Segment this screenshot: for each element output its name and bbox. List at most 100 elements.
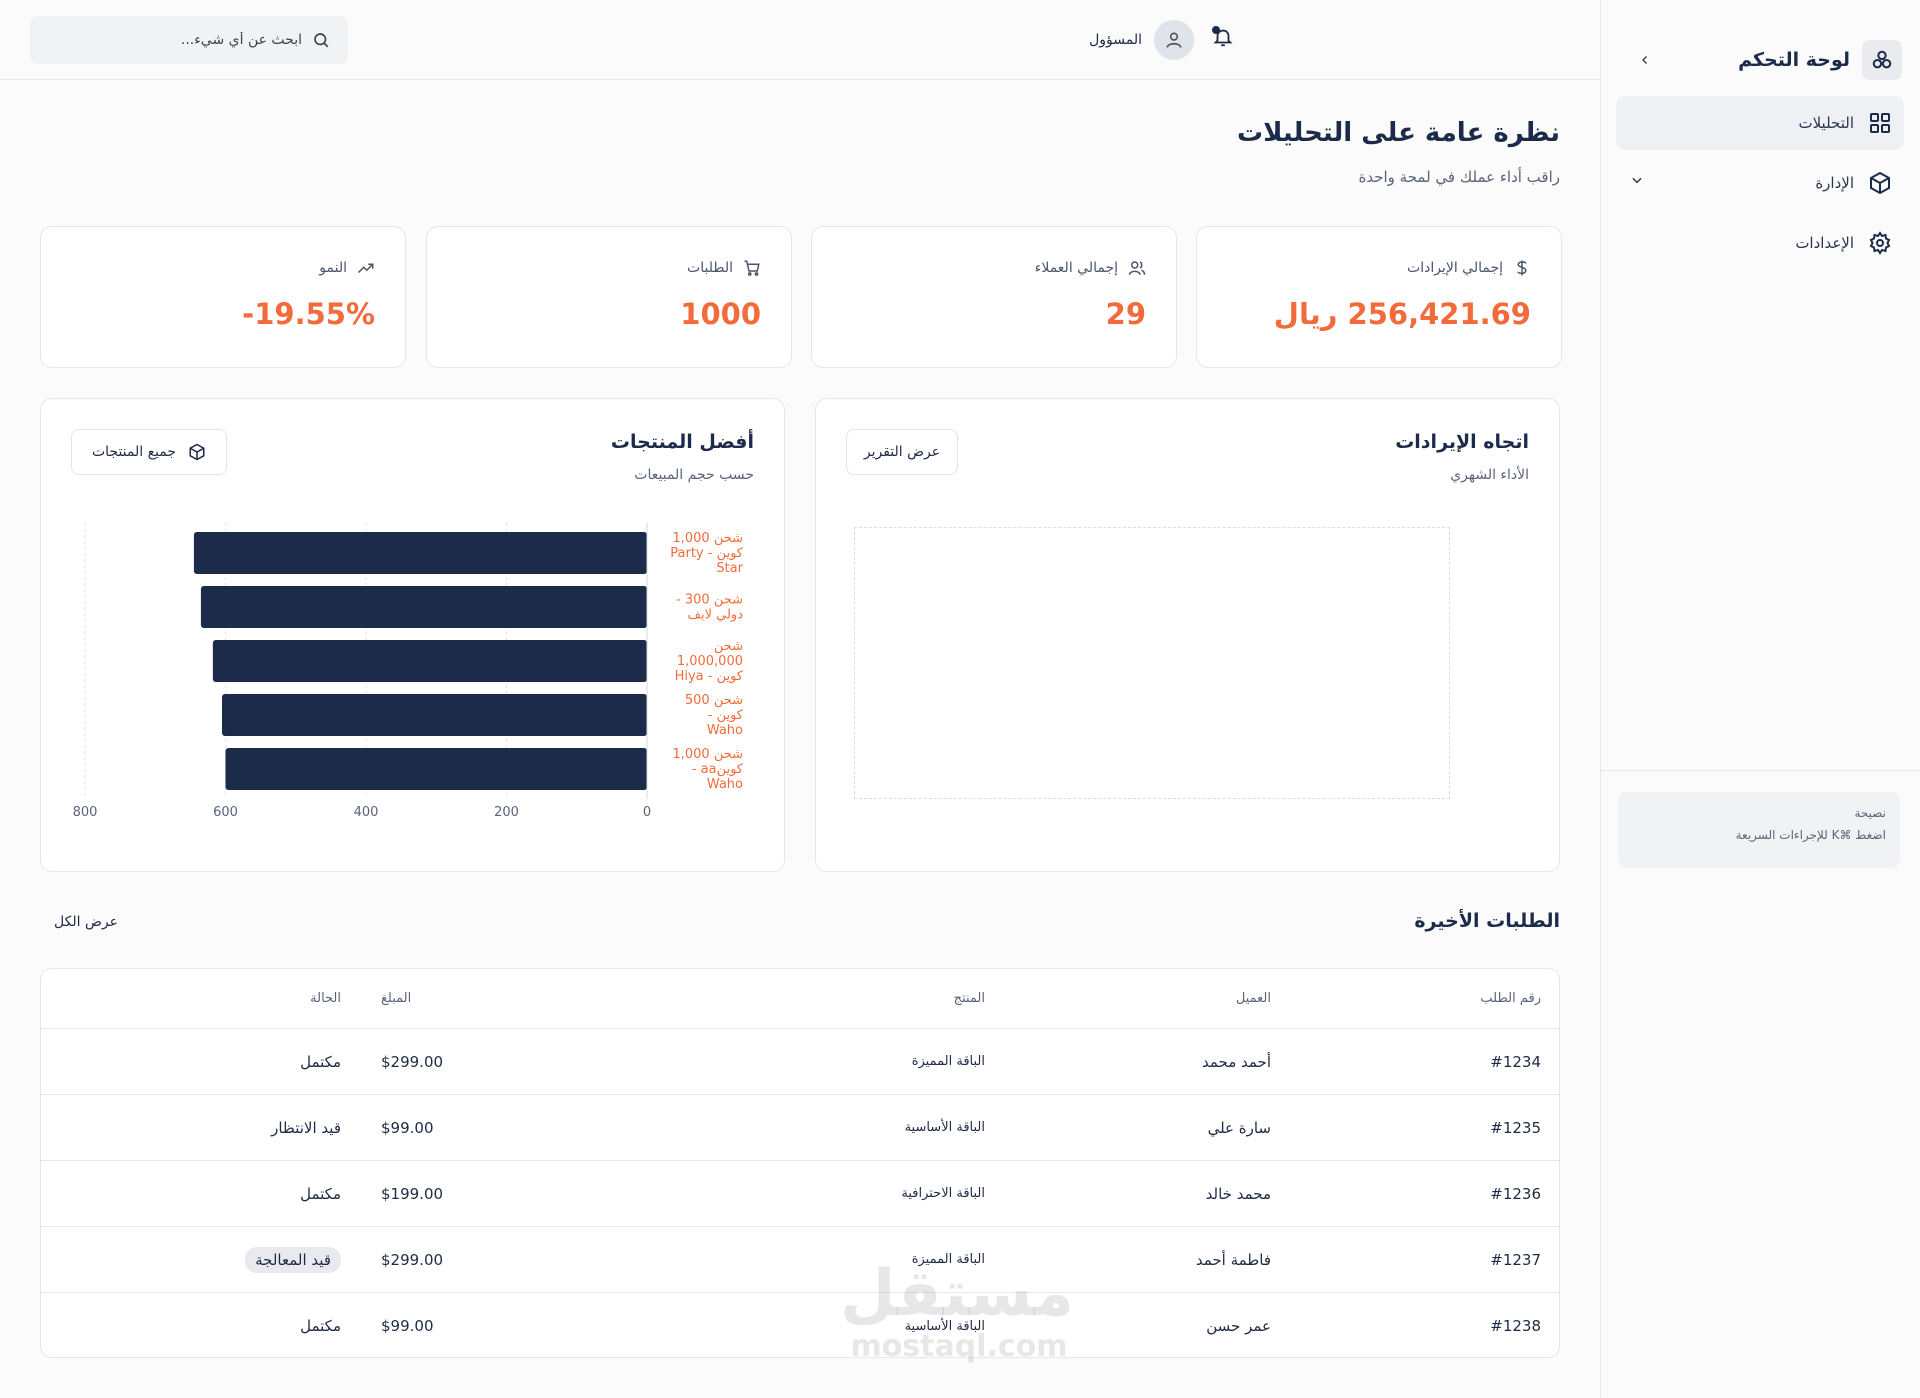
kpi-header: إجمالي العملاء <box>1035 259 1146 277</box>
order-id: #1236 <box>1490 1184 1541 1203</box>
kpi-card-growth: النمو -19.55% <box>40 226 406 368</box>
notifications-button[interactable] <box>1208 26 1234 52</box>
box-icon <box>189 443 205 461</box>
card-title: أفضل المنتجات <box>610 431 754 453</box>
category-label: شحن 1,000 كوين - Party Star <box>670 531 744 576</box>
kpi-label: النمو <box>319 260 347 276</box>
order-status: مكتمل <box>300 1293 341 1357</box>
search-box[interactable] <box>30 16 348 64</box>
bar[interactable] <box>200 586 647 628</box>
kpi-value: 29 <box>1105 297 1146 331</box>
recent-orders-title: الطلبات الأخيرة <box>1414 910 1560 932</box>
status-badge: قيد المعالجة <box>245 1246 341 1273</box>
product-name: الباقة الأساسية <box>904 1318 985 1334</box>
table-row[interactable]: #1235 سارة علي الباقة الأساسية $99.00 قيد ال… <box>41 1095 1559 1161</box>
sidebar-item-settings[interactable]: الإعدادات <box>1616 216 1904 270</box>
grid-icon <box>1870 113 1890 133</box>
order-status: مكتمل <box>300 1029 341 1094</box>
customer-name: أحمد محمد <box>1201 1052 1271 1071</box>
sidebar-item-label: الإعدادات <box>1795 234 1854 252</box>
notification-dot <box>1212 26 1220 34</box>
tip-title: نصيحة <box>1854 806 1886 820</box>
all-products-button[interactable]: جميع المنتجات <box>71 429 227 475</box>
revenue-trend-card: اتجاه الإيرادات الأداء الشهري عرض التقري… <box>815 398 1560 872</box>
cart-icon <box>744 260 760 276</box>
brand-title: لوحة التحكم <box>1738 49 1850 71</box>
sidebar-item-management[interactable]: الإدارة <box>1616 156 1904 210</box>
category-label: شحن 1,000 كوينaa -Waho <box>672 747 743 792</box>
order-amount: $99.00 <box>381 1118 434 1137</box>
users-icon <box>1128 261 1146 275</box>
order-id: #1234 <box>1490 1052 1541 1071</box>
user-menu[interactable]: المسؤول <box>1089 20 1194 60</box>
watermark-logo: مستقل mostaql.com <box>839 1257 1074 1370</box>
card-subtitle: الأداء الشهري <box>1450 467 1529 483</box>
orders-table: رقم الطلب العميل المنتج المبلغ الحالة #1… <box>40 968 1560 1358</box>
kpi-header: إجمالي الإيرادات <box>1407 259 1531 277</box>
table-row[interactable]: #1237 فاطمة أحمد الباقة المميزة $299.00 قيد … <box>41 1227 1559 1293</box>
table-row[interactable]: #1234 أحمد محمد الباقة المميزة $299.00 مكتمل <box>41 1029 1559 1095</box>
view-all-link[interactable]: عرض الكل <box>54 914 118 930</box>
page-title: نظرة عامة على التحليلات <box>1237 118 1560 148</box>
tip-box: نصيحة اضغط ⌘K للإجراءات السريعة <box>1618 792 1900 868</box>
order-amount: $299.00 <box>381 1250 444 1269</box>
status-text: مكتمل <box>300 1317 341 1335</box>
sidebar-item-label: التحليلات <box>1798 114 1854 132</box>
bar[interactable] <box>221 694 648 736</box>
sidebar-item-analytics[interactable]: التحليلات <box>1616 96 1904 150</box>
search-icon <box>314 33 329 48</box>
order-amount: $199.00 <box>381 1184 444 1203</box>
x-tick-label: 600 <box>213 805 238 820</box>
search-input[interactable] <box>82 32 302 48</box>
table-row[interactable]: #1238 عمر حسن الباقة الأساسية $99.00 مكتمل <box>41 1293 1559 1357</box>
kpi-card-customers: إجمالي العملاء 29 <box>811 226 1177 368</box>
kpi-header: النمو <box>319 259 375 277</box>
x-tick-label: 800 <box>73 805 98 820</box>
kpi-value: 256,421.69 ريال <box>1273 297 1531 331</box>
card-title: اتجاه الإيرادات <box>1395 431 1529 453</box>
view-report-button[interactable]: عرض التقرير <box>846 429 958 475</box>
sidebar-divider <box>1600 770 1920 771</box>
customer-name: فاطمة أحمد <box>1195 1250 1271 1269</box>
bar[interactable] <box>193 532 647 574</box>
top-products-bar-chart: 0 200 400 600 800 شحن 1,000 كوين - Party Star شح… <box>73 523 744 820</box>
bar[interactable] <box>212 640 648 682</box>
status-text: قيد الانتظار <box>271 1118 341 1137</box>
top-products-card: أفضل المنتجات حسب حجم المبيعات جميع المن… <box>40 398 785 872</box>
column-header-customer: العميل <box>1235 991 1271 1006</box>
category-label: شحن 300 -دولي لايف <box>676 593 743 623</box>
order-id: #1235 <box>1490 1118 1541 1137</box>
order-status: قيد الانتظار <box>271 1095 341 1160</box>
sidebar-nav: التحليلات الإدارة الإعدادات <box>1616 96 1904 276</box>
user-name: المسؤول <box>1089 32 1142 48</box>
brand: لوحة التحكم <box>1738 40 1902 80</box>
x-tick-label: 400 <box>354 805 379 820</box>
order-id: #1237 <box>1490 1250 1541 1269</box>
user-icon <box>1166 32 1182 48</box>
table-row[interactable]: #1236 محمد خالد الباقة الاحترافية $199.00 مك… <box>41 1161 1559 1227</box>
kpi-label: إجمالي الإيرادات <box>1407 260 1503 276</box>
bar[interactable] <box>225 748 648 790</box>
avatar[interactable] <box>1154 20 1194 60</box>
revenue-chart-placeholder <box>854 527 1450 799</box>
product-name: الباقة المميزة <box>911 1252 985 1267</box>
kpi-header: الطلبات <box>687 259 761 277</box>
button-label: جميع المنتجات <box>91 444 177 460</box>
chevron-down-icon[interactable] <box>1630 173 1644 187</box>
product-name: الباقة الاحترافية <box>901 1186 985 1201</box>
watermark-text: مستقل <box>839 1257 1074 1331</box>
watermark-url: mostaql.com <box>850 1329 1068 1364</box>
order-status: قيد المعالجة <box>245 1227 341 1292</box>
category-label: شحن 1,000,000 كوين - Hiya <box>675 639 744 684</box>
order-status: مكتمل <box>300 1161 341 1226</box>
collapse-sidebar-button[interactable] <box>1635 50 1655 70</box>
product-name: الباقة المميزة <box>911 1054 985 1069</box>
customer-name: سارة علي <box>1207 1118 1271 1137</box>
sidebar: لوحة التحكم التحليلات الإدارة الإعدادات <box>1600 0 1920 1398</box>
x-tick-label: 0 <box>643 805 651 820</box>
page-subtitle: راقب أداء عملك في لمحة واحدة <box>1358 168 1560 186</box>
card-subtitle: حسب حجم المبيعات <box>634 467 754 483</box>
trend-icon <box>357 263 374 274</box>
order-id: #1238 <box>1490 1317 1541 1335</box>
sidebar-item-label: الإدارة <box>1815 174 1854 192</box>
